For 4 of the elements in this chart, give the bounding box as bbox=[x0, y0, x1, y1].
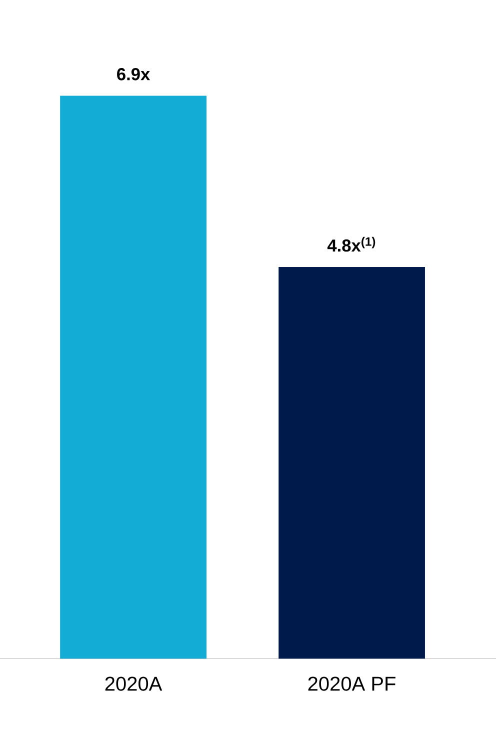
data-label: 6.9x bbox=[117, 68, 150, 80]
x-tick-label: 2020A PF bbox=[308, 676, 396, 691]
x-tick-label: 2020A bbox=[105, 676, 162, 691]
data-label: 4.8x$^{(1)}$ bbox=[327, 236, 376, 252]
